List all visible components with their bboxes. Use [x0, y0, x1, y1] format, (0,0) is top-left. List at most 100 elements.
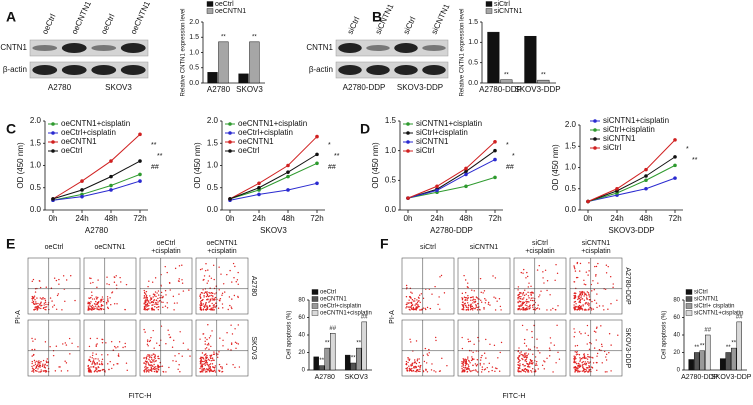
flow-dot: [214, 366, 216, 369]
flow-dot: [230, 349, 232, 351]
flow-dot: [425, 368, 427, 371]
flow-dot: [109, 360, 111, 363]
flow-dot: [97, 296, 99, 299]
flow-dot: [416, 360, 419, 362]
flow-dot: [527, 371, 530, 373]
flow-dot: [91, 354, 94, 357]
flow-dot: [580, 291, 582, 294]
flow-dot: [156, 306, 158, 309]
flow-dot: [406, 367, 409, 369]
bar: [487, 31, 500, 84]
flow-dot: [585, 364, 587, 366]
flow-dot: [160, 325, 163, 327]
flow-dot: [232, 364, 234, 366]
flow-dot: [574, 294, 577, 297]
blot-band: [61, 65, 87, 75]
flow-dot: [576, 344, 579, 347]
flow-dot: [144, 300, 146, 302]
flow-dot: [527, 291, 529, 294]
flow-dot: [116, 303, 118, 305]
flow-dot: [465, 361, 468, 363]
flow-dot: [537, 304, 539, 306]
flow-dot: [202, 356, 204, 359]
flow-dot: [234, 341, 237, 344]
flow-dot: [488, 362, 490, 365]
flow-dot: [102, 298, 104, 300]
flow-dot: [531, 330, 533, 333]
flow-dot: [588, 299, 591, 301]
panel-label: A: [6, 9, 16, 25]
flow-dot: [149, 369, 151, 372]
flow-dot: [519, 370, 521, 372]
flow-dot: [146, 368, 148, 370]
flow-dot: [590, 309, 593, 311]
flow-dot: [203, 354, 206, 356]
x-tick-label: SKOV3: [345, 374, 368, 381]
flow-dot: [525, 352, 527, 354]
flow-dot: [117, 353, 120, 355]
flow-dot: [525, 368, 528, 371]
flow-dot: [496, 367, 498, 370]
flow-dot: [527, 295, 530, 297]
flow-dot: [557, 351, 559, 354]
flow-dot: [542, 271, 544, 273]
flow-dot: [230, 324, 232, 326]
legend-swatch: [685, 310, 693, 316]
flow-dot: [106, 303, 108, 305]
flow-dot: [519, 352, 521, 354]
flow-dot: [470, 308, 473, 310]
flow-dot: [44, 367, 47, 369]
flow-dot: [147, 285, 149, 288]
flow-dot: [524, 304, 527, 306]
flow-dot: [583, 356, 586, 358]
flow-dot: [94, 305, 97, 307]
flow-dot: [520, 371, 522, 373]
flow-dot: [534, 369, 537, 371]
flow-dot: [467, 297, 469, 299]
flow-dot: [592, 280, 594, 282]
flow-dot: [524, 356, 526, 358]
flow-dot: [616, 299, 618, 301]
line: [52, 133, 141, 200]
flow-dot: [525, 361, 528, 363]
flow-dot: [206, 299, 208, 301]
flow-dot: [465, 359, 468, 361]
line: [229, 136, 318, 200]
y-axis-label: OD (450 nm): [371, 142, 380, 189]
flow-dot: [585, 370, 588, 372]
flow-dot: [598, 348, 601, 351]
flow-dot: [462, 305, 465, 308]
flow-dot: [146, 339, 149, 341]
flow-dot: [101, 338, 103, 341]
flow-dot: [609, 276, 612, 278]
flow-dot: [203, 367, 206, 370]
flow-dot: [212, 307, 215, 309]
flow-dot: [462, 364, 465, 366]
flow-dot: [93, 358, 95, 360]
flow-dot: [584, 294, 586, 296]
flow-dot: [575, 303, 577, 305]
flow-dot: [87, 305, 90, 307]
flow-dot: [541, 364, 544, 367]
flow-dot: [483, 290, 486, 292]
flow-dot: [200, 303, 203, 305]
flow-dot: [528, 362, 531, 364]
y-tick-label: 0.0: [468, 80, 478, 87]
flow-dot: [523, 294, 526, 297]
flow-dot: [213, 305, 215, 307]
flow-dot: [596, 293, 598, 295]
flow-dot: [201, 360, 204, 363]
flow-dot: [31, 280, 33, 283]
flow-dot: [238, 366, 241, 368]
flow-dot: [526, 271, 528, 274]
point: [673, 176, 677, 180]
legend-label: oeCtrl: [238, 146, 260, 155]
flow-dot: [493, 296, 495, 298]
flow-dot: [533, 300, 535, 302]
flow-dot: [532, 308, 535, 311]
flow-dot: [574, 351, 576, 353]
flow-dot: [181, 264, 183, 266]
flow-dot: [125, 283, 128, 286]
flow-dot: [92, 352, 94, 354]
